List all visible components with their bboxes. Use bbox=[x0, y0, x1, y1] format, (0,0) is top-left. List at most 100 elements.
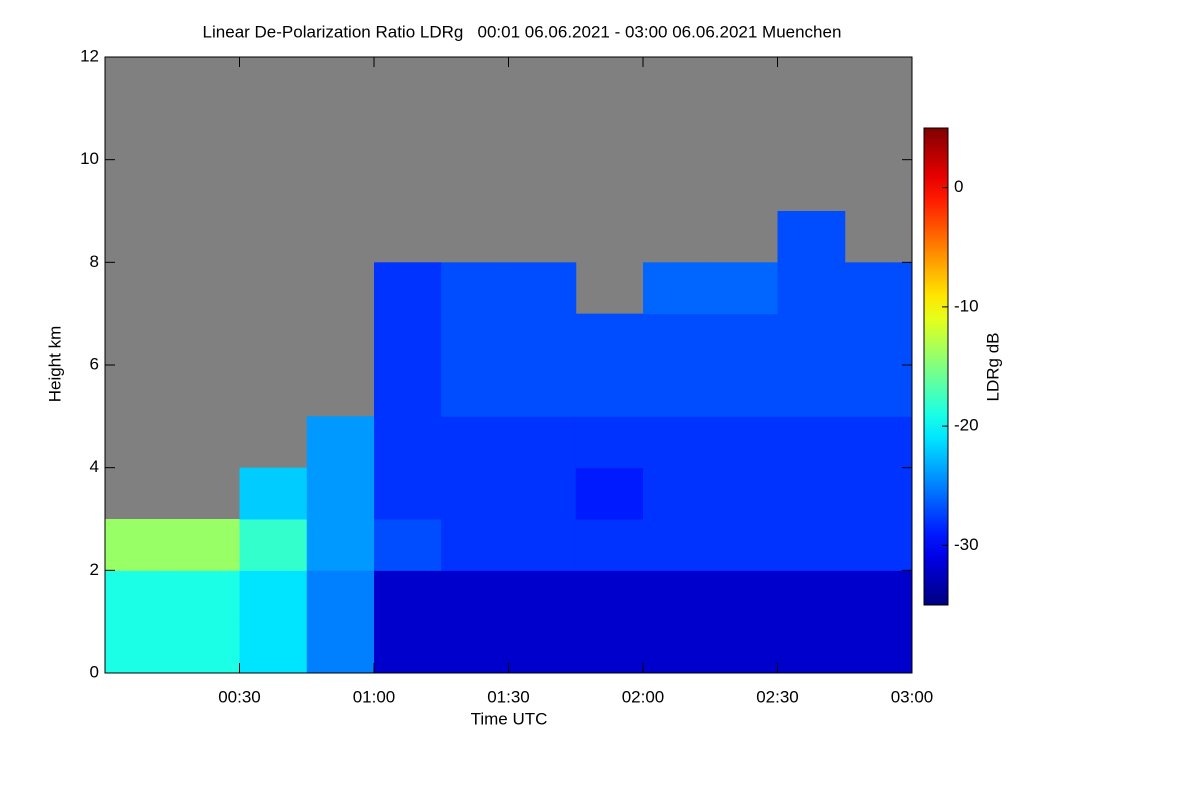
heatmap-cell bbox=[777, 416, 846, 469]
heatmap-cell bbox=[710, 365, 778, 417]
x-tick-label: 02:30 bbox=[756, 687, 799, 706]
heatmap-cell bbox=[777, 467, 846, 520]
heatmap-cell bbox=[306, 621, 375, 674]
heatmap-cell bbox=[306, 416, 375, 469]
heatmap-cell bbox=[172, 519, 240, 571]
heatmap-cell bbox=[239, 519, 308, 571]
heatmap-cell bbox=[643, 365, 711, 417]
heatmap-cell bbox=[508, 365, 577, 417]
heatmap-cell bbox=[643, 467, 711, 520]
heatmap-cell bbox=[643, 416, 711, 469]
heatmap-cell bbox=[441, 467, 509, 520]
heatmap-cell bbox=[441, 262, 509, 315]
heatmap-cell bbox=[575, 313, 644, 366]
heatmap-cell bbox=[575, 416, 644, 469]
heatmap-cell bbox=[374, 519, 442, 571]
heatmap-cell bbox=[508, 621, 577, 674]
heatmap-cell bbox=[777, 365, 846, 417]
heatmap-cell bbox=[777, 313, 846, 366]
y-tick-label: 10 bbox=[80, 149, 99, 168]
heatmap-cell bbox=[374, 416, 442, 469]
heatmap-cell bbox=[777, 570, 846, 623]
heatmap-cell bbox=[172, 570, 240, 623]
colorbar bbox=[923, 127, 949, 606]
heatmap-cell bbox=[710, 519, 778, 571]
heatmap-cell bbox=[441, 365, 509, 417]
heatmap-cell bbox=[306, 570, 375, 623]
heatmap-cell bbox=[374, 262, 442, 315]
colorbar-tick-label: 0 bbox=[954, 177, 963, 196]
y-tick-label: 0 bbox=[90, 662, 99, 681]
heatmap-cell bbox=[441, 570, 509, 623]
heatmap-cell bbox=[508, 570, 577, 623]
heatmap-cell bbox=[239, 621, 308, 674]
heatmap-cell bbox=[575, 467, 644, 520]
x-tick-label: 03:00 bbox=[891, 687, 934, 706]
x-tick-label: 01:30 bbox=[487, 687, 530, 706]
heatmap-cell bbox=[844, 365, 913, 417]
heatmap-cell bbox=[710, 621, 778, 674]
colorbar-tick-label: -10 bbox=[954, 296, 979, 315]
heatmap-cell bbox=[844, 262, 913, 315]
heatmap-cell bbox=[844, 467, 913, 520]
y-tick-label: 4 bbox=[90, 457, 99, 476]
x-tick-label: 01:00 bbox=[353, 687, 396, 706]
heatmap-cell bbox=[306, 467, 375, 520]
heatmap-cell bbox=[441, 416, 509, 469]
heatmap-cell bbox=[710, 313, 778, 366]
heatmap-cell bbox=[643, 570, 711, 623]
heatmap-cell bbox=[239, 570, 308, 623]
heatmap-cell bbox=[643, 621, 711, 674]
y-tick-label: 12 bbox=[80, 46, 99, 65]
heatmap-cell bbox=[844, 313, 913, 366]
x-tick-label: 02:00 bbox=[622, 687, 665, 706]
heatmap-cell bbox=[105, 519, 173, 571]
heatmap-cell bbox=[575, 519, 644, 571]
x-axis-label: Time UTC bbox=[471, 709, 548, 728]
x-tick-label: 00:30 bbox=[218, 687, 261, 706]
y-tick-label: 2 bbox=[90, 560, 99, 579]
heatmap-cell bbox=[374, 621, 442, 674]
heatmap-cell bbox=[441, 519, 509, 571]
heatmap-cell bbox=[374, 313, 442, 366]
heatmap-cell bbox=[508, 519, 577, 571]
heatmap-cell bbox=[575, 570, 644, 623]
heatmap-cell bbox=[844, 519, 913, 571]
heatmap-cell bbox=[777, 262, 846, 315]
heatmap-cell bbox=[844, 570, 913, 623]
heatmap-cell bbox=[643, 519, 711, 571]
colorbar-label: LDRg dB bbox=[983, 333, 1002, 402]
heatmap-cell bbox=[374, 467, 442, 520]
colorbar-tick-label: -30 bbox=[954, 535, 979, 554]
heatmap-cell bbox=[508, 262, 577, 315]
heatmap-cell bbox=[374, 570, 442, 623]
heatmap-cell bbox=[710, 570, 778, 623]
heatmap-cell bbox=[777, 211, 846, 263]
colorbar-tick-label: -20 bbox=[954, 416, 979, 435]
heatmap-cell bbox=[172, 621, 240, 674]
heatmap-cell bbox=[710, 467, 778, 520]
heatmap-cell bbox=[441, 621, 509, 674]
heatmap-cell bbox=[441, 313, 509, 366]
heatmap-cell bbox=[374, 365, 442, 417]
heatmap-cell bbox=[306, 519, 375, 571]
heatmap-cell bbox=[777, 519, 846, 571]
heatmap-cell bbox=[844, 416, 913, 469]
heatmap-cell bbox=[710, 262, 778, 315]
heatmap-cell bbox=[508, 313, 577, 366]
heatmap-cell bbox=[710, 416, 778, 469]
heatmap-cell bbox=[643, 313, 711, 366]
y-tick-label: 6 bbox=[90, 354, 99, 373]
heatmap-cell bbox=[643, 262, 711, 315]
heatmap-cell bbox=[508, 416, 577, 469]
heatmap-cell bbox=[575, 365, 644, 417]
heatmap-cell bbox=[105, 621, 173, 674]
y-tick-label: 8 bbox=[90, 252, 99, 271]
chart-title: Linear De-Polarization Ratio LDRg 00:01 … bbox=[203, 22, 842, 41]
heatmap-cell bbox=[105, 570, 173, 623]
y-axis-label: Height km bbox=[45, 326, 64, 403]
heatmap-cell bbox=[508, 467, 577, 520]
heatmap-cell bbox=[239, 467, 308, 520]
heatmap-cell bbox=[777, 621, 846, 674]
